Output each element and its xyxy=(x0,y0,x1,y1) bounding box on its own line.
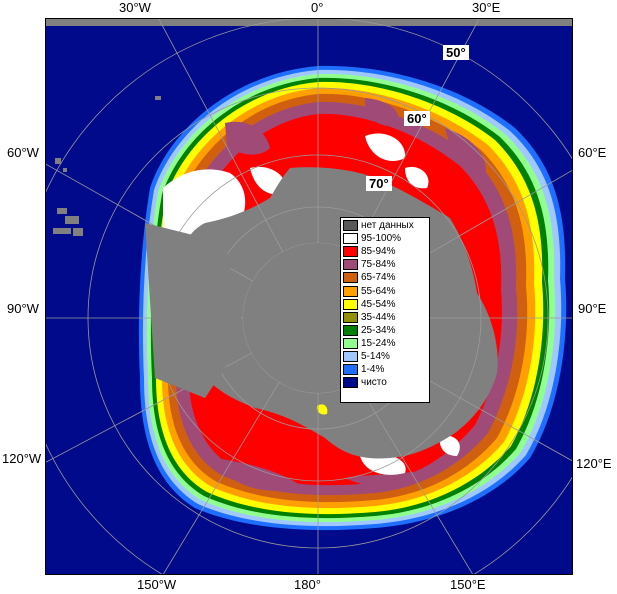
lon-label-90e: 90°E xyxy=(578,301,607,316)
lon-label-120w: 120°W xyxy=(2,451,42,466)
legend-item: 85-94% xyxy=(343,245,427,258)
sea-ice-map xyxy=(45,18,573,575)
legend-swatch xyxy=(343,298,358,310)
lon-label-180: 180° xyxy=(294,577,321,592)
lon-label-60e: 60°E xyxy=(578,145,607,160)
legend-label: 55-64% xyxy=(361,285,396,297)
legend-swatch xyxy=(343,350,358,362)
legend-label: 75-84% xyxy=(361,259,396,271)
legend-swatch xyxy=(343,311,358,323)
legend-swatch xyxy=(343,246,358,258)
legend-label: 15-24% xyxy=(361,337,396,349)
legend-label: чисто xyxy=(361,377,387,389)
legend-swatch xyxy=(343,364,358,376)
legend-swatch xyxy=(343,337,358,349)
legend-label: 1-4% xyxy=(361,364,385,376)
legend-item: 95-100% xyxy=(343,232,427,245)
legend-item: 1-4% xyxy=(343,363,427,376)
no-data-strip xyxy=(45,18,573,26)
lon-label-120e: 120°E xyxy=(576,456,612,471)
legend-item: 35-44% xyxy=(343,311,427,324)
legend-item: 5-14% xyxy=(343,350,427,363)
legend-item: 45-54% xyxy=(343,298,427,311)
legend-label: 65-74% xyxy=(361,272,396,284)
lon-label-150w: 150°W xyxy=(137,577,177,592)
legend-item: 65-74% xyxy=(343,271,427,284)
legend-swatch xyxy=(343,324,358,336)
lon-label-30w: 30°W xyxy=(119,0,151,15)
legend-item: 15-24% xyxy=(343,337,427,350)
legend-label: 25-34% xyxy=(361,324,396,336)
legend-label: 85-94% xyxy=(361,246,396,258)
legend-swatch xyxy=(343,233,358,245)
lat-label-70: 70° xyxy=(366,176,392,191)
lon-label-30e: 30°E xyxy=(472,0,501,15)
legend-swatch xyxy=(343,377,358,389)
lon-label-150e: 150°E xyxy=(450,577,486,592)
legend-item: 55-64% xyxy=(343,284,427,297)
lon-label-60w: 60°W xyxy=(7,145,39,160)
legend-item: нет данных xyxy=(343,219,427,232)
legend-swatch xyxy=(343,272,358,284)
legend-item: чисто xyxy=(343,376,427,389)
lon-label-90w: 90°W xyxy=(7,301,39,316)
legend-item: 75-84% xyxy=(343,258,427,271)
legend-swatch xyxy=(343,259,358,271)
legend-swatch xyxy=(343,220,358,232)
legend: нет данных 95-100% 85-94% 75-84% 65-74% 55-64… xyxy=(340,217,430,403)
lat-label-50: 50° xyxy=(443,45,469,60)
legend-swatch xyxy=(343,285,358,297)
legend-label: 5-14% xyxy=(361,350,390,362)
legend-label: 95-100% xyxy=(361,233,402,245)
lat-label-60: 60° xyxy=(404,111,430,126)
lon-label-0: 0° xyxy=(311,0,324,15)
legend-label: 35-44% xyxy=(361,311,396,323)
legend-label: 45-54% xyxy=(361,298,396,310)
legend-item: 25-34% xyxy=(343,324,427,337)
legend-label: нет данных xyxy=(361,220,414,232)
